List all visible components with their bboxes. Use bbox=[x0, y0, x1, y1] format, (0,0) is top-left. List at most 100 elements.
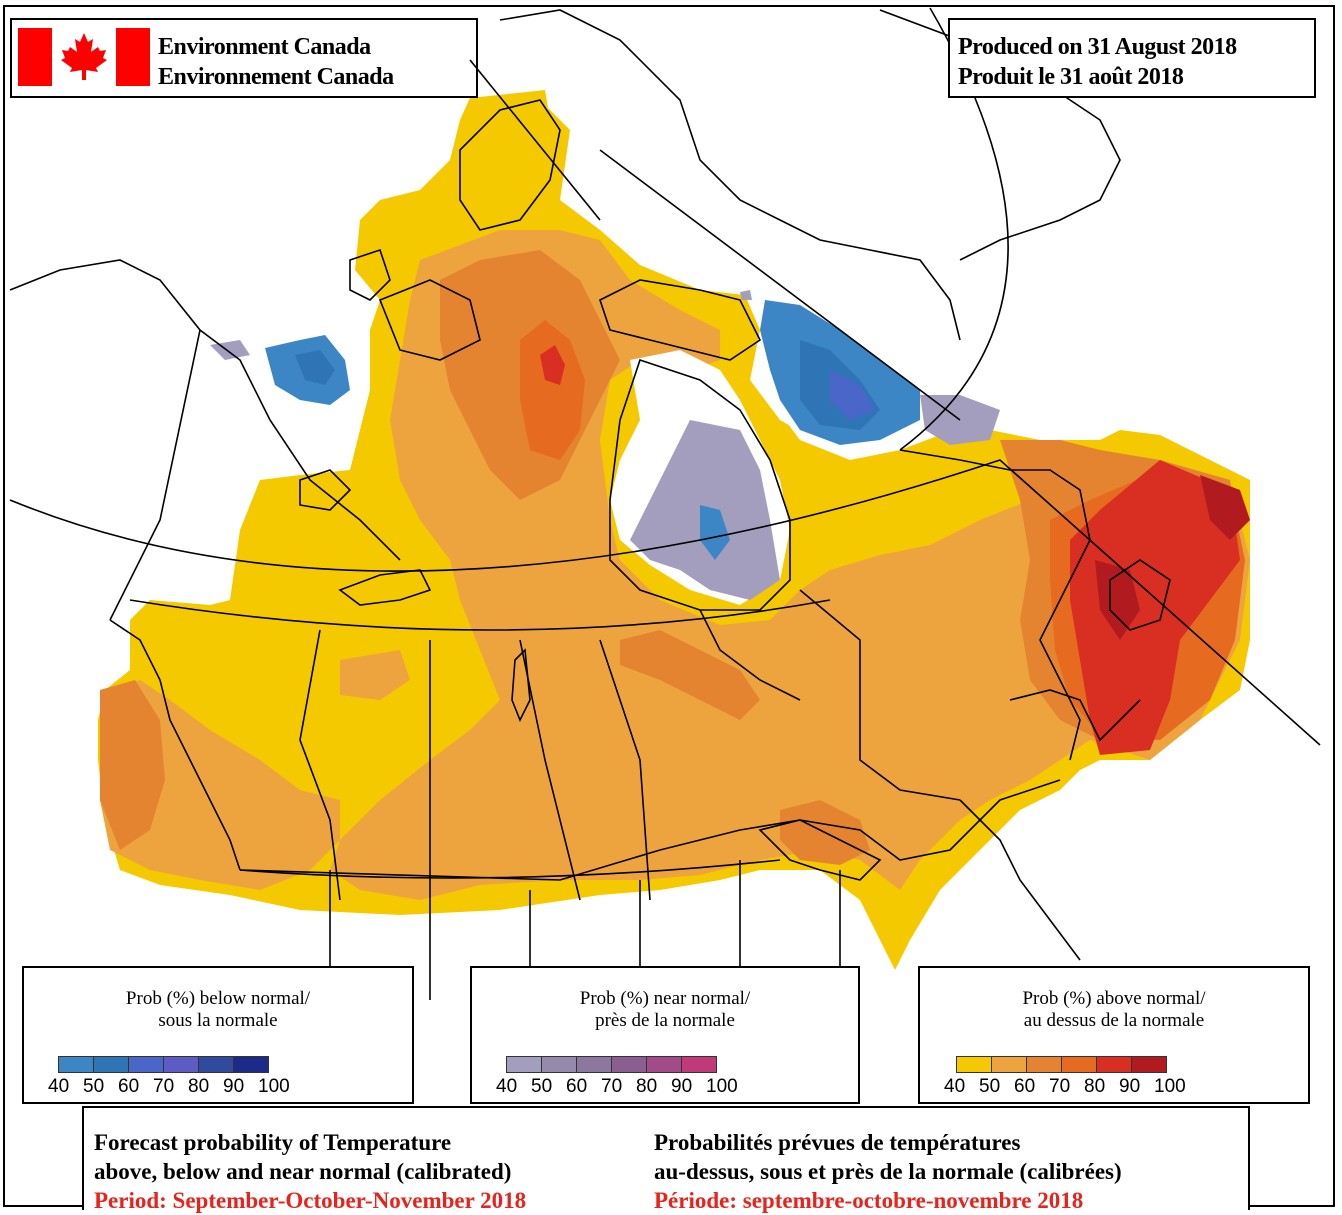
legend-tick-label: 50 bbox=[83, 1076, 105, 1097]
legend-tick-label: 70 bbox=[1049, 1076, 1071, 1097]
zone-above-80-east bbox=[1070, 460, 1240, 755]
legend-title-en: Prob (%) below normal/ bbox=[125, 988, 311, 1009]
legend-swatch bbox=[991, 1056, 1027, 1073]
victoria-island bbox=[378, 279, 481, 361]
legend-tick-label: 100 bbox=[1154, 1076, 1186, 1097]
border-yukon bbox=[109, 329, 201, 621]
caption-fr-line2: au-dessus, sous et près de la normale (c… bbox=[654, 1159, 1122, 1184]
legend-above-normal: Prob (%) above normal/ au dessus de la n… bbox=[918, 966, 1310, 1104]
bc-coast bbox=[109, 619, 241, 871]
legend-swatch bbox=[646, 1056, 682, 1073]
legend-swatch bbox=[58, 1056, 94, 1073]
caption-en-line2: above, below and near normal (calibrated… bbox=[94, 1159, 512, 1184]
legend-near-normal: Prob (%) near normal/ près de la normale… bbox=[470, 966, 860, 1104]
legend-tick-label: 60 bbox=[566, 1076, 588, 1097]
great-slave-lake bbox=[338, 569, 432, 606]
probability-zones bbox=[98, 90, 1250, 970]
legend-tick-label: 60 bbox=[118, 1076, 140, 1097]
greenland-west bbox=[499, 9, 961, 341]
hudson-bay-coast bbox=[609, 358, 791, 611]
legend-tick-label: 60 bbox=[1014, 1076, 1036, 1097]
zone-above-80-arctic bbox=[540, 345, 565, 385]
footer-caption: Forecast probability of Temperature abov… bbox=[82, 1106, 1250, 1213]
coast-alaska bbox=[9, 259, 401, 561]
us-northeast bbox=[959, 799, 1081, 961]
legend-swatch bbox=[576, 1056, 612, 1073]
quebec-border bbox=[799, 589, 961, 801]
border-bc-ab bbox=[299, 629, 341, 901]
latitude-line bbox=[129, 599, 831, 631]
legend-tick-label: 90 bbox=[1119, 1076, 1141, 1097]
legend-swatch bbox=[1026, 1056, 1062, 1073]
legend-tick-label: 70 bbox=[153, 1076, 175, 1097]
legend-tick-label: 100 bbox=[258, 1076, 290, 1097]
caption-en-period: Period: September-October-November 2018 bbox=[94, 1188, 527, 1213]
lake-winnipeg bbox=[511, 648, 531, 722]
great-lakes bbox=[758, 819, 882, 881]
zone-below-50-nw bbox=[295, 350, 335, 385]
produced-date-en: Produced on 31 August 2018 bbox=[958, 34, 1237, 60]
legend-ticks: 40 50 60 70 80 90 100 bbox=[496, 1076, 741, 1098]
ellesmere bbox=[459, 99, 561, 231]
legend-swatch bbox=[128, 1056, 164, 1073]
maple-leaf-icon bbox=[61, 33, 107, 80]
legend-swatch bbox=[1131, 1056, 1167, 1073]
caption-fr-line1: Probabilités prévues de températures bbox=[654, 1130, 1021, 1155]
legend-swatch bbox=[611, 1056, 647, 1073]
legend-title-en: Prob (%) above normal/ bbox=[1022, 988, 1206, 1009]
james-bay bbox=[699, 609, 801, 701]
legend-title-fr: près de la normale bbox=[595, 1010, 735, 1031]
legend-tick-label: 80 bbox=[636, 1076, 658, 1097]
legend-tick-label: 40 bbox=[944, 1076, 966, 1097]
agency-name-fr: Environnement Canada bbox=[158, 64, 394, 90]
legend-title-en: Prob (%) near normal/ bbox=[579, 988, 751, 1009]
legend-swatch bbox=[233, 1056, 269, 1073]
map-outlines bbox=[9, 7, 1321, 1000]
legend-tick-label: 40 bbox=[496, 1076, 518, 1097]
produced-date-box: Produced on 31 August 2018 Produit le 31… bbox=[948, 18, 1316, 98]
projection-boundary-arc bbox=[9, 459, 1321, 746]
legend-swatch bbox=[1096, 1056, 1132, 1073]
meridian-nw bbox=[469, 59, 601, 221]
legend-swatches bbox=[58, 1056, 269, 1073]
newfoundland bbox=[1109, 559, 1171, 631]
legend-tick-label: 90 bbox=[671, 1076, 693, 1097]
zone-above-70-arctic bbox=[520, 320, 585, 460]
legend-tick-label: 50 bbox=[531, 1076, 553, 1097]
banks-island bbox=[349, 248, 391, 301]
us-states-grid bbox=[329, 860, 841, 1000]
legend-tick-label: 100 bbox=[706, 1076, 738, 1097]
produced-date-fr: Produit le 31 août 2018 bbox=[958, 64, 1184, 90]
legend-swatch bbox=[541, 1056, 577, 1073]
legend-swatches bbox=[506, 1056, 717, 1073]
zone-below-40-hudson bbox=[700, 505, 730, 560]
meridian-ne bbox=[599, 149, 961, 421]
legend-swatches bbox=[956, 1056, 1167, 1073]
legend-tick-label: 80 bbox=[1084, 1076, 1106, 1097]
legend-ticks: 40 50 60 70 80 90 100 bbox=[944, 1076, 1189, 1098]
legend-swatch bbox=[506, 1056, 542, 1073]
zone-below-60-greenland bbox=[830, 370, 875, 420]
zone-above-90-east2 bbox=[1095, 560, 1140, 640]
great-bear-lake bbox=[299, 469, 352, 511]
legend-below-normal: Prob (%) below normal/ sous la normale 4… bbox=[22, 966, 414, 1104]
labrador-coast bbox=[899, 449, 1091, 761]
legend-swatch bbox=[956, 1056, 992, 1073]
zone-above-50-mid bbox=[340, 650, 410, 700]
zone-above-60-hudson-south bbox=[620, 630, 760, 720]
legend-tick-label: 70 bbox=[601, 1076, 623, 1097]
agency-name-en: Environment Canada bbox=[158, 34, 371, 60]
zone-above-60-west bbox=[100, 680, 165, 850]
legend-ticks: 40 50 60 70 80 90 100 bbox=[48, 1076, 293, 1098]
legend-tick-label: 90 bbox=[223, 1076, 245, 1097]
legend-title-fr: au dessus de la normale bbox=[1023, 1010, 1205, 1031]
legend-swatch bbox=[93, 1056, 129, 1073]
zone-above-90-east bbox=[1200, 475, 1250, 540]
legend-tick-label: 40 bbox=[48, 1076, 70, 1097]
caption-fr-period: Période: septembre-octobre-novembre 2018 bbox=[654, 1188, 1084, 1213]
legend-swatch bbox=[681, 1056, 717, 1073]
legend-swatch bbox=[198, 1056, 234, 1073]
legend-tick-label: 50 bbox=[979, 1076, 1001, 1097]
